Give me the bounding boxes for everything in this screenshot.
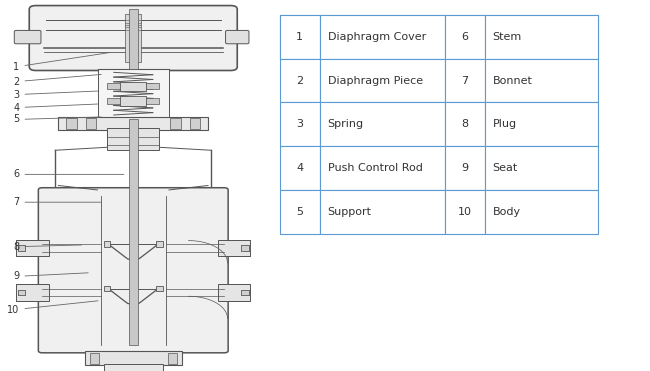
Bar (485, 102, 598, 146)
Text: 8: 8 (14, 242, 82, 252)
Bar (218, 284, 250, 301)
FancyBboxPatch shape (226, 30, 249, 44)
Bar (120, 82, 146, 91)
Text: Spring: Spring (328, 119, 364, 129)
Text: 2: 2 (296, 76, 303, 85)
Bar (445, 190, 485, 234)
Bar (241, 290, 249, 295)
Bar (104, 364, 162, 371)
Bar (485, 190, 598, 234)
Bar (280, 146, 320, 190)
Bar (485, 59, 598, 102)
Text: 6: 6 (462, 32, 468, 42)
Bar (445, 59, 485, 102)
Text: Part: Part (371, 32, 393, 42)
Text: Diaphragm Cover: Diaphragm Cover (328, 32, 426, 42)
Bar (58, 117, 208, 130)
Text: 4: 4 (14, 103, 98, 112)
Text: Support: Support (328, 207, 372, 217)
Bar (98, 69, 169, 119)
Text: Bonnet: Bonnet (493, 76, 532, 85)
Bar (18, 246, 25, 251)
Bar (129, 9, 138, 69)
Text: Stem: Stem (493, 32, 522, 42)
Bar (280, 102, 320, 146)
Bar (16, 284, 49, 301)
Bar (241, 246, 249, 251)
Bar (320, 59, 445, 102)
Text: 2: 2 (13, 75, 101, 86)
Text: 5: 5 (296, 207, 303, 217)
FancyBboxPatch shape (14, 30, 41, 44)
Bar (280, 59, 320, 102)
Text: No: No (457, 32, 473, 42)
Text: Diaphragm Piece: Diaphragm Piece (328, 76, 422, 85)
Text: Body: Body (493, 207, 521, 217)
Bar (445, 15, 485, 59)
Bar (86, 118, 96, 129)
Bar (129, 119, 138, 345)
Bar (120, 96, 146, 106)
Bar (445, 102, 485, 146)
FancyBboxPatch shape (38, 188, 228, 353)
Bar (218, 240, 250, 256)
Bar (146, 98, 159, 104)
Text: Push Control Rod: Push Control Rod (328, 163, 422, 173)
Bar (66, 118, 77, 129)
FancyBboxPatch shape (29, 6, 237, 70)
Bar (104, 241, 110, 247)
Bar (241, 290, 249, 295)
Bar (320, 146, 445, 190)
Bar (190, 118, 200, 129)
Bar (170, 118, 181, 129)
Text: 9: 9 (462, 163, 468, 173)
Text: 7: 7 (462, 76, 468, 85)
Text: Part: Part (530, 32, 552, 42)
Bar (107, 83, 120, 89)
Bar (104, 286, 110, 292)
Text: 5: 5 (13, 115, 101, 124)
Bar (241, 246, 249, 251)
Bar (16, 240, 49, 256)
Text: 3: 3 (296, 119, 303, 129)
Bar (84, 351, 182, 365)
Text: 1: 1 (14, 52, 111, 72)
Bar (156, 241, 162, 247)
Bar (485, 15, 598, 59)
Bar (18, 290, 25, 295)
Bar (18, 246, 25, 251)
Text: 1: 1 (296, 32, 303, 42)
Bar (445, 15, 485, 59)
Bar (320, 15, 445, 59)
Text: Plug: Plug (493, 119, 517, 129)
Text: 8: 8 (462, 119, 468, 129)
Text: Seat: Seat (493, 163, 518, 173)
Bar (168, 353, 177, 364)
Bar (485, 146, 598, 190)
Bar (90, 353, 99, 364)
Bar (125, 14, 141, 62)
Bar (18, 290, 25, 295)
Bar (280, 190, 320, 234)
Text: 6: 6 (14, 170, 124, 179)
Bar (320, 190, 445, 234)
Bar (107, 128, 159, 150)
Bar (156, 286, 162, 292)
Bar (320, 15, 445, 59)
Bar (280, 15, 320, 59)
Text: 9: 9 (14, 272, 88, 281)
Bar (445, 146, 485, 190)
Text: 10: 10 (458, 207, 472, 217)
Text: 3: 3 (14, 90, 98, 99)
Text: 10: 10 (7, 301, 98, 315)
Text: 4: 4 (296, 163, 303, 173)
Bar (485, 15, 598, 59)
Text: No: No (292, 32, 307, 42)
Bar (107, 98, 120, 104)
Text: 7: 7 (13, 197, 101, 207)
Bar (280, 15, 320, 59)
Bar (320, 102, 445, 146)
Bar (146, 83, 159, 89)
